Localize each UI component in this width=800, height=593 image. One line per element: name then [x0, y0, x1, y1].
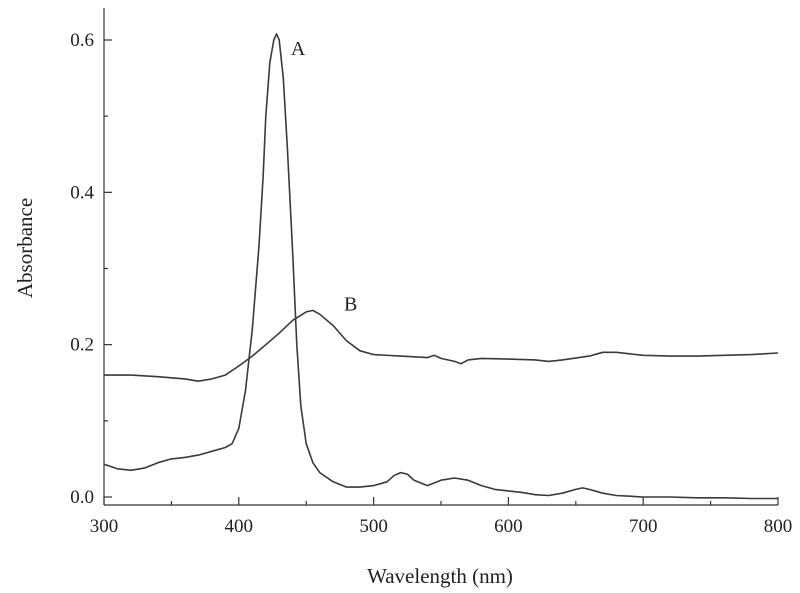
x-tick-label: 300	[90, 516, 119, 537]
annotations: AB	[291, 38, 357, 315]
series-group	[103, 33, 779, 500]
y-tick-label: 0.4	[70, 182, 94, 203]
x-tick-label: 800	[764, 516, 793, 537]
axes	[103, 8, 778, 506]
ticks: 300 400 500 600 700 800 0.0 0.2 0.4 0.6	[70, 30, 792, 537]
y-axis-title: Absorbance	[13, 198, 37, 298]
series-line-b	[104, 309, 779, 382]
x-tick-label: 700	[629, 516, 658, 537]
series-label-b: B	[344, 293, 357, 315]
y-tick-label: 0.2	[70, 335, 94, 356]
x-tick-label: 500	[359, 516, 388, 537]
y-tick-label: 0.0	[70, 487, 94, 508]
x-axis-title: Wavelength (nm)	[367, 564, 513, 588]
x-tick-label: 400	[225, 516, 254, 537]
series-label-a: A	[291, 38, 306, 60]
y-tick-label: 0.6	[70, 30, 94, 51]
series-line-a	[103, 33, 778, 500]
x-tick-label: 600	[494, 516, 523, 537]
